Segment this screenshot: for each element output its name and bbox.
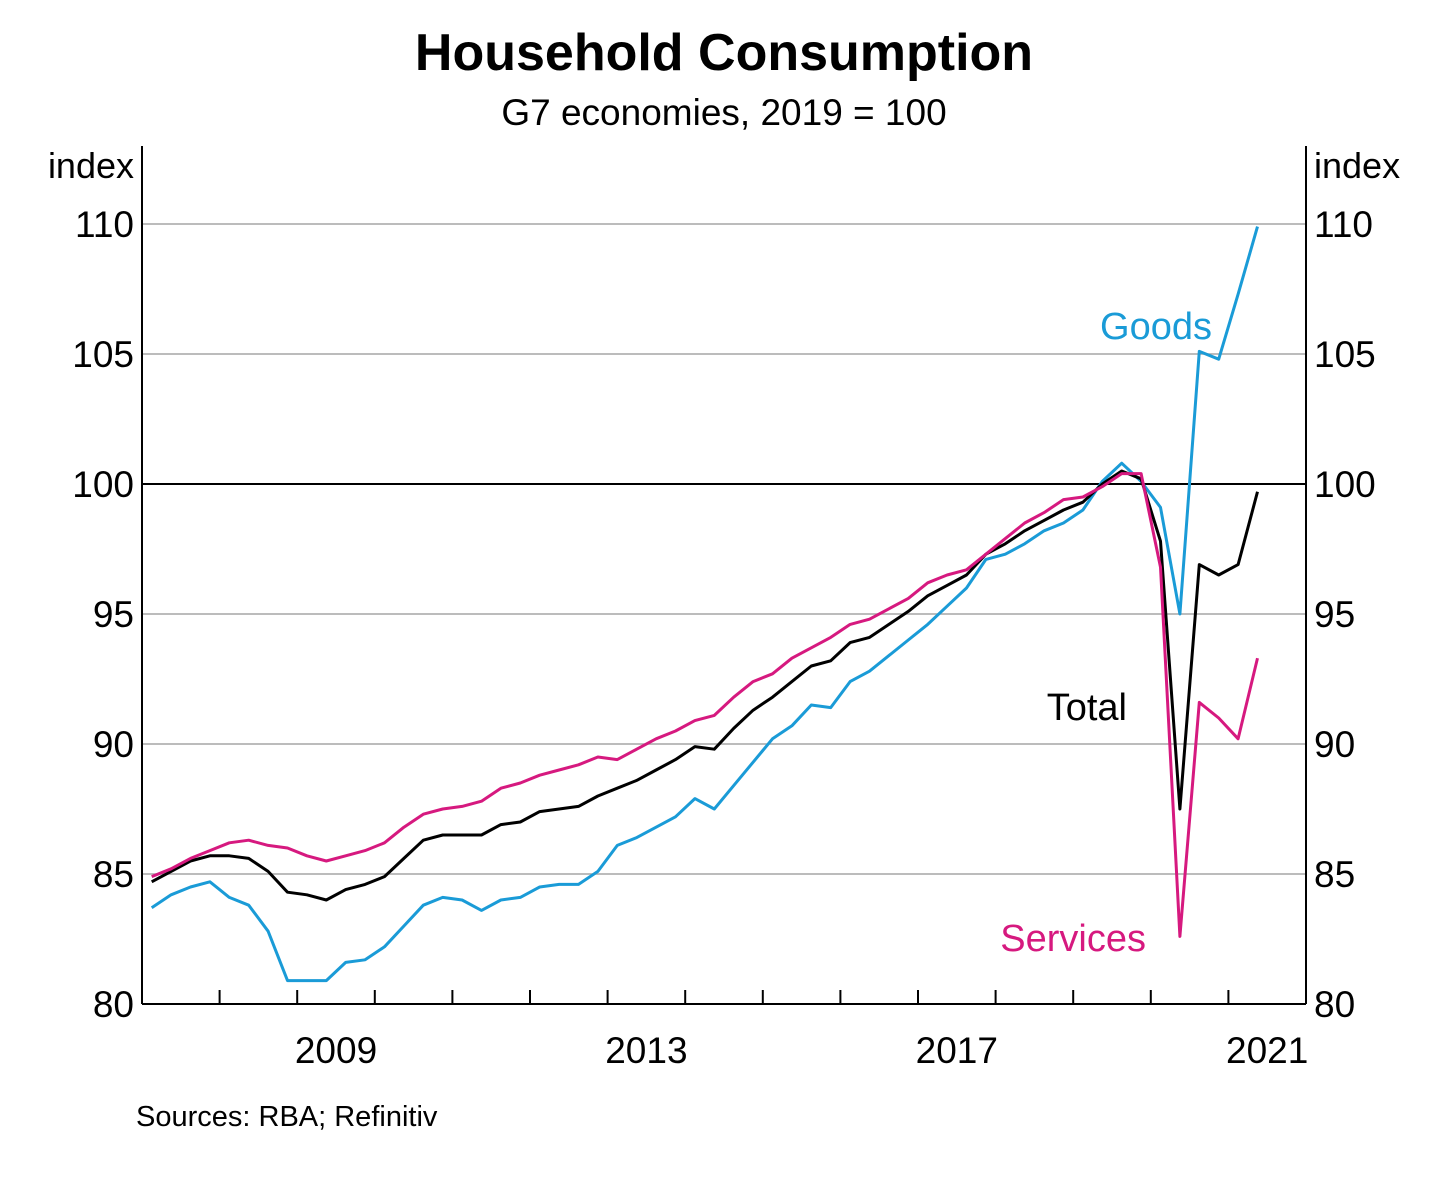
series-label-services: Services [1000,918,1146,960]
series-lines [150,226,1259,983]
x-tick-label-2021: 2021 [1226,1030,1308,1071]
y-tick-label-left-90: 90 [93,724,134,765]
y-tick-label-right-90: 90 [1314,724,1355,765]
y-tick-label-right-80: 80 [1314,984,1355,1025]
series-line-services [151,472,1259,938]
y-tick-labels-right: 80 85 90 95 100 105 110 [1314,204,1376,1025]
y-tick-label-left-100: 100 [72,464,134,505]
x-tick-label-2009: 2009 [295,1030,377,1071]
y-tick-label-right-95: 95 [1314,594,1355,635]
x-axis-ticks [218,990,1230,1004]
series-line-goods [150,226,1259,983]
gridlines [142,223,1306,875]
y-tick-label-right-105: 105 [1314,334,1376,375]
y-tick-label-right-85: 85 [1314,854,1355,895]
y-axis-unit-right: index [1314,145,1400,186]
x-tick-label-2013: 2013 [605,1030,687,1071]
y-tick-label-left-105: 105 [72,334,134,375]
chart-title: Household Consumption [415,24,1033,82]
y-tick-label-left-95: 95 [93,594,134,635]
source-note: Sources: RBA; Refinitiv [136,1101,438,1133]
y-tick-label-right-100: 100 [1314,464,1376,505]
y-axis-unit-left: index [48,145,134,186]
chart-subtitle: G7 economies, 2019 = 100 [501,92,946,133]
series-labels: Goods Total Services [1000,306,1212,960]
y-tick-label-left-110: 110 [75,204,134,245]
y-tick-label-right-110: 110 [1314,204,1373,245]
y-tick-labels-left: 80 85 90 95 100 105 110 [72,204,134,1025]
y-tick-label-left-80: 80 [93,984,134,1025]
series-label-total: Total [1047,687,1127,729]
x-tick-label-2017: 2017 [916,1030,998,1071]
plot-frame [141,146,1307,1005]
series-label-goods: Goods [1100,306,1212,348]
x-tick-labels: 2009 2013 2017 2021 [295,1030,1309,1071]
y-tick-label-left-85: 85 [93,854,134,895]
series-line-total [150,469,1259,902]
